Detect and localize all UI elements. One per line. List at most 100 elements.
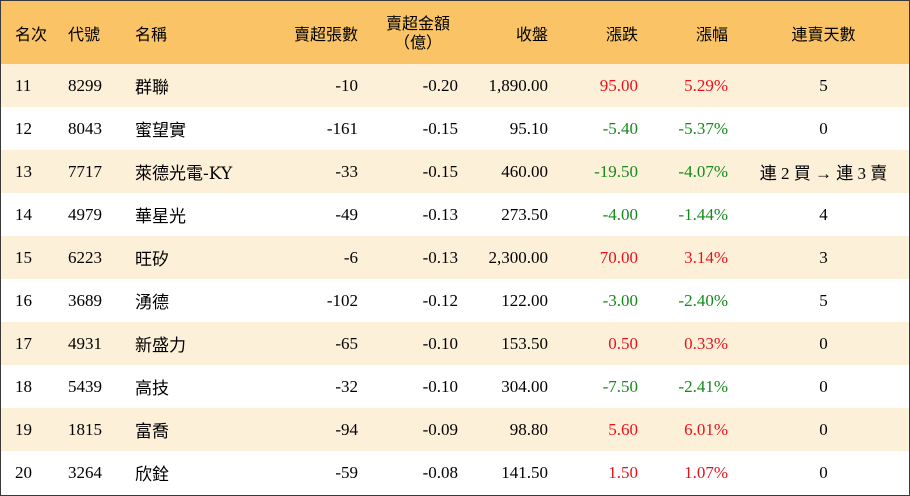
consecutive-days-cell: 0 (819, 118, 828, 138)
header-oversold-amount: 賣超金額 （億） (368, 1, 468, 64)
table-row: 19 1815 富喬 -94 -0.09 98.80 5.60 6.01% 0 (1, 408, 909, 451)
code-cell: 5439 (68, 376, 102, 396)
close-cell: 122.00 (501, 290, 548, 310)
oversold-lots-cell: -102 (326, 290, 358, 310)
table-row: 17 4931 新盛力 -65 -0.10 153.50 0.50 0.33% … (1, 322, 909, 365)
code-cell: 3264 (68, 462, 102, 482)
change-pct-cell: 5.29% (684, 75, 728, 95)
consecutive-days-cell: 3 (819, 247, 828, 267)
oversold-amount-cell: -0.13 (422, 204, 458, 224)
oversold-amount-cell: -0.10 (422, 333, 458, 353)
rank-cell: 18 (15, 376, 32, 396)
change-pct-cell: 1.07% (684, 462, 728, 482)
header-consecutive-days: 連賣天數 (791, 24, 856, 44)
change-cell: -5.40 (602, 118, 638, 138)
change-cell: -3.00 (602, 290, 638, 310)
code-cell: 4931 (68, 333, 102, 353)
header-change-pct: 漲幅 (695, 24, 728, 44)
oversold-amount-cell: -0.15 (422, 161, 458, 181)
code-cell: 8043 (68, 118, 102, 138)
table-header-row: 名次 代號 名稱 賣超張數 賣超金額 （億） 收盤 漲跌 漲幅 連賣天數 (1, 1, 909, 64)
close-cell: 304.00 (501, 376, 548, 396)
table-row: 14 4979 華星光 -49 -0.13 273.50 -4.00 -1.44… (1, 193, 909, 236)
change-cell: 70.00 (599, 247, 638, 267)
close-cell: 273.50 (501, 204, 548, 224)
name-cell: 群聯 (135, 78, 169, 98)
change-pct-cell: -1.44% (678, 204, 728, 224)
header-name: 名稱 (135, 24, 168, 44)
change-cell: -19.50 (594, 161, 638, 181)
code-cell: 6223 (68, 247, 102, 267)
table-row: 12 8043 蜜望實 -161 -0.15 95.10 -5.40 -5.37… (1, 107, 909, 150)
change-pct-cell: 3.14% (684, 247, 728, 267)
consecutive-days-cell: 4 (819, 204, 828, 224)
oversold-lots-cell: -65 (335, 333, 358, 353)
close-cell: 460.00 (501, 161, 548, 181)
oversold-amount-cell: -0.08 (422, 462, 458, 482)
rank-cell: 13 (15, 161, 32, 181)
oversold-amount-cell: -0.12 (422, 290, 458, 310)
name-cell: 華星光 (135, 207, 186, 227)
close-cell: 1,890.00 (488, 75, 549, 95)
change-cell: -4.00 (602, 204, 638, 224)
close-cell: 141.50 (501, 462, 548, 482)
name-cell: 欣銓 (135, 465, 169, 485)
code-cell: 1815 (68, 419, 102, 439)
table-row: 20 3264 欣銓 -59 -0.08 141.50 1.50 1.07% 0 (1, 451, 909, 494)
change-pct-cell: 0.33% (684, 333, 728, 353)
header-close: 收盤 (515, 24, 548, 44)
rank-cell: 15 (15, 247, 32, 267)
change-cell: 95.00 (599, 75, 638, 95)
consecutive-days-cell: 0 (819, 419, 828, 439)
header-oversold-lots: 賣超張數 (293, 24, 358, 44)
change-cell: -7.50 (602, 376, 638, 396)
code-cell: 4979 (68, 204, 102, 224)
oversold-lots-cell: -10 (335, 75, 358, 95)
consecutive-days-cell: 5 (819, 290, 828, 310)
header-oversold-amount-line2: （億） (393, 32, 442, 52)
code-cell: 3689 (68, 290, 102, 310)
name-cell: 新盛力 (135, 336, 186, 356)
oversold-amount-cell: -0.09 (422, 419, 458, 439)
oversold-amount-cell: -0.10 (422, 376, 458, 396)
oversold-lots-cell: -161 (326, 118, 358, 138)
header-oversold-amount-line1: 賣超金額 (385, 13, 450, 33)
rank-cell: 19 (15, 419, 32, 439)
table-row: 11 8299 群聯 -10 -0.20 1,890.00 95.00 5.29… (1, 64, 909, 107)
rank-cell: 14 (15, 204, 32, 224)
change-pct-cell: 6.01% (684, 419, 728, 439)
header-change: 漲跌 (605, 24, 638, 44)
oversold-lots-cell: -6 (343, 247, 358, 267)
oversold-lots-cell: -59 (335, 462, 358, 482)
change-cell: 5.60 (608, 419, 638, 439)
close-cell: 2,300.00 (488, 247, 549, 267)
table-row: 18 5439 高技 -32 -0.10 304.00 -7.50 -2.41%… (1, 365, 909, 408)
oversold-lots-cell: -33 (335, 161, 358, 181)
oversold-amount-cell: -0.15 (422, 118, 458, 138)
consecutive-days-cell: 0 (819, 376, 828, 396)
change-pct-cell: -2.41% (678, 376, 728, 396)
rank-cell: 11 (15, 75, 32, 95)
table-row: 13 7717 萊德光電-KY -33 -0.15 460.00 -19.50 … (1, 150, 909, 193)
name-cell: 富喬 (135, 422, 169, 442)
name-cell: 蜜望實 (135, 121, 186, 141)
consecutive-days-cell: 5 (819, 75, 828, 95)
rank-cell: 12 (15, 118, 32, 138)
rank-cell: 17 (15, 333, 32, 353)
change-cell: 0.50 (608, 333, 638, 353)
close-cell: 98.80 (509, 419, 548, 439)
close-cell: 153.50 (501, 333, 548, 353)
oversold-lots-cell: -94 (335, 419, 358, 439)
oversold-lots-cell: -32 (335, 376, 358, 396)
table-body: 11 8299 群聯 -10 -0.20 1,890.00 95.00 5.29… (1, 64, 909, 494)
change-cell: 1.50 (608, 462, 638, 482)
rank-cell: 20 (15, 462, 32, 482)
change-pct-cell: -5.37% (678, 118, 728, 138)
header-rank: 名次 (15, 24, 48, 44)
table-row: 15 6223 旺矽 -6 -0.13 2,300.00 70.00 3.14%… (1, 236, 909, 279)
name-cell: 旺矽 (135, 250, 169, 270)
close-cell: 95.10 (509, 118, 548, 138)
code-cell: 7717 (68, 161, 102, 181)
